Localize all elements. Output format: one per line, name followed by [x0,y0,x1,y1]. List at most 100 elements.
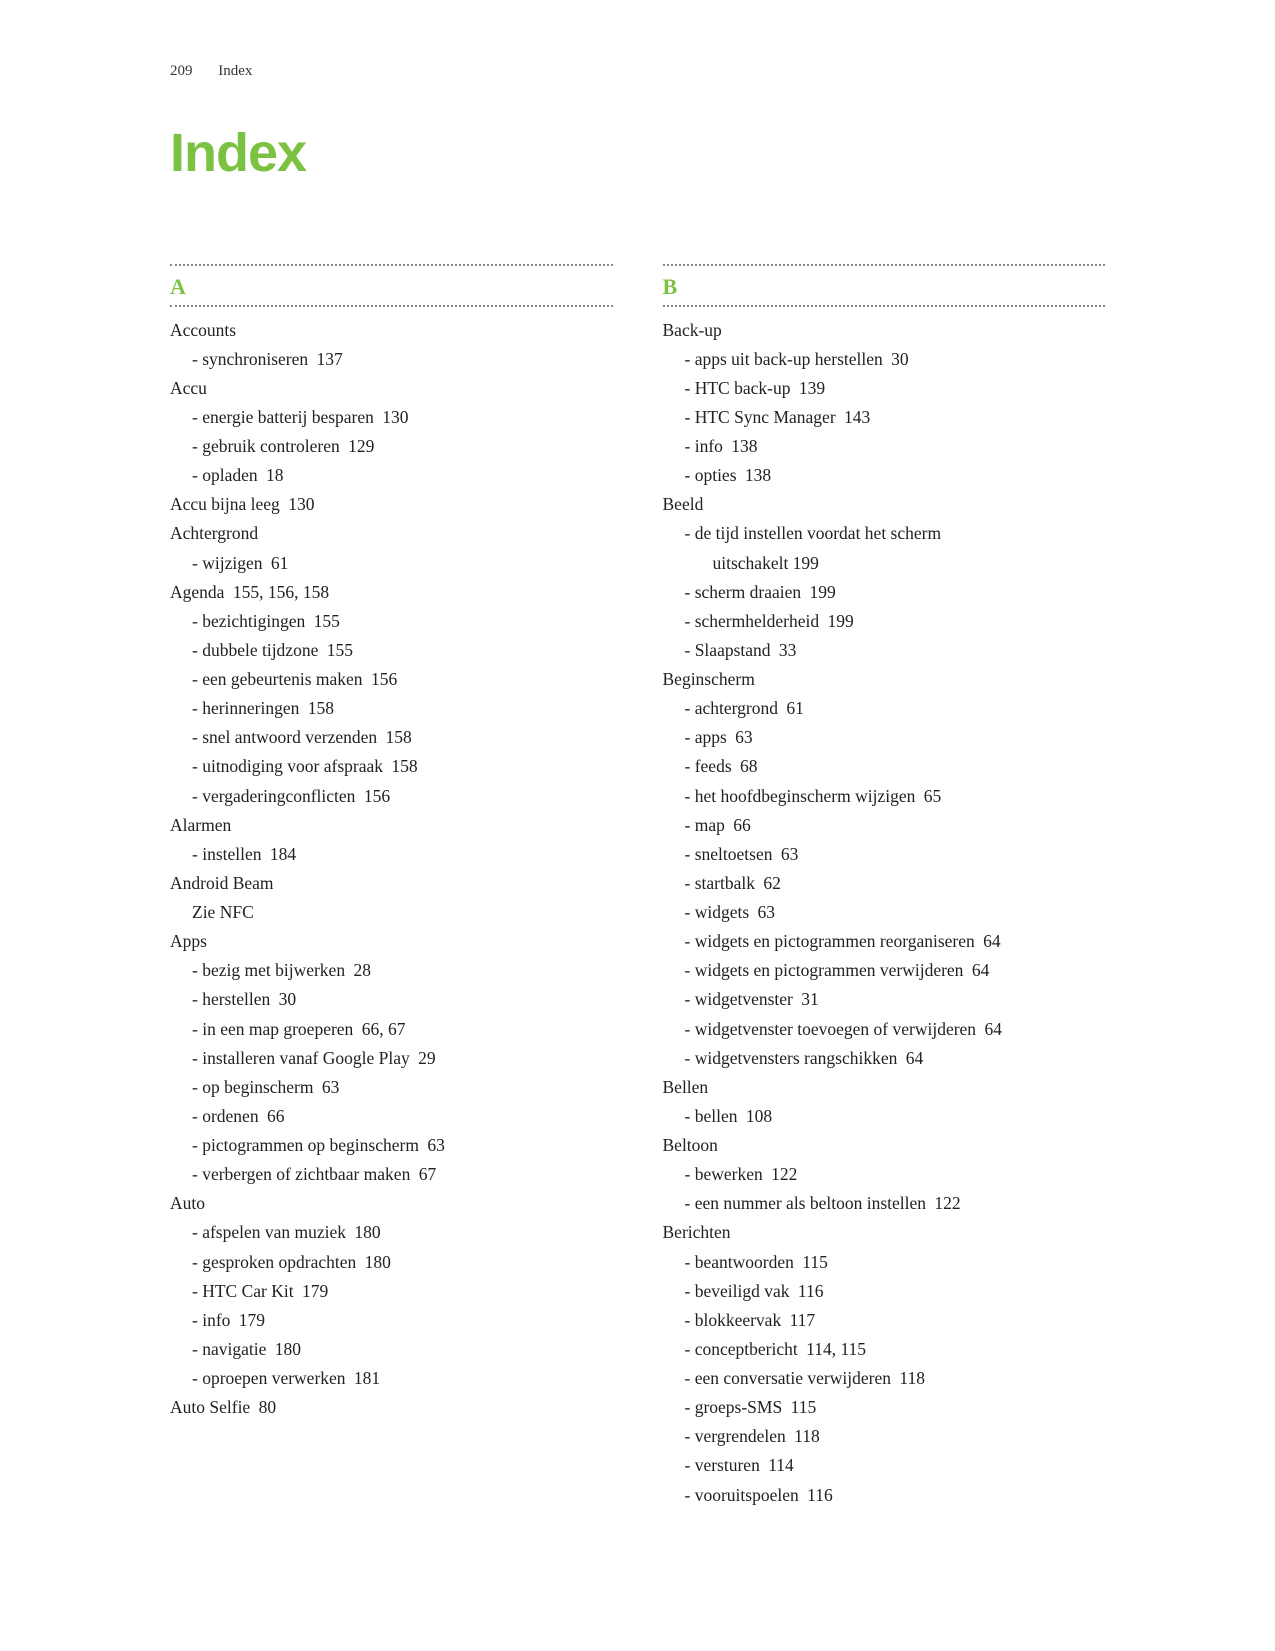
page-ref: 184 [266,844,297,864]
entry-text: oproepen verwerken [202,1368,345,1388]
page-ref: 114, 115 [802,1339,866,1359]
page-ref: 137 [312,349,343,369]
entry-text: bezig met bijwerken [202,960,345,980]
index-entry: Apps [170,928,613,955]
entry-text: een conversatie verwijderen [695,1368,891,1388]
entry-text: apps [695,727,727,747]
index-entry: Accu bijna leeg 130 [170,491,613,518]
entry-text: ordenen [202,1106,258,1126]
entry-text: Beginscherm [663,669,755,689]
page-ref: 130 [284,494,315,514]
entry-text: de tijd instellen voordat het scherm [695,523,941,543]
entry-text: HTC Car Kit [202,1281,293,1301]
page-ref: 117 [785,1310,815,1330]
index-entry: Auto Selfie 80 [170,1394,613,1421]
entry-text: herinneringen [202,698,299,718]
entry-text: vergaderingconflicten [202,786,355,806]
entry-text: Apps [170,931,207,951]
index-entry: ordenen 66 [184,1103,613,1130]
entry-text: vergrendelen [695,1426,786,1446]
index-entry: bellen 108 [677,1103,1106,1130]
index-entry: Agenda 155, 156, 158 [170,579,613,606]
page-ref: 116 [793,1281,823,1301]
index-entry: op beginscherm 63 [184,1074,613,1101]
page-ref: 158 [303,698,334,718]
page-ref: 18 [262,465,284,485]
page-ref: 30 [887,349,909,369]
index-entry: versturen 114 [677,1452,1106,1479]
entry-text: wijzigen [202,553,262,573]
page-ref: 80 [254,1397,276,1417]
index-entry: Accounts [170,317,613,344]
page-ref: 63 [423,1135,445,1155]
entry-text: installeren vanaf Google Play [202,1048,410,1068]
page-ref: 68 [736,756,758,776]
entry-text: achtergrond [695,698,778,718]
page-ref: 116 [803,1485,833,1505]
entry-text: bewerken [695,1164,763,1184]
letter-header: A [170,264,613,307]
index-entry: Beltoon [663,1132,1106,1159]
page-ref: 181 [350,1368,381,1388]
page-ref: 115 [798,1252,828,1272]
index-entry: info 138 [677,433,1106,460]
index-entry: Zie NFC [170,899,613,926]
page-ref: 62 [759,873,781,893]
entry-text: op beginscherm [202,1077,313,1097]
index-entry: feeds 68 [677,753,1106,780]
entry-text: schermhelderheid [695,611,819,631]
page-ref: 156 [359,786,390,806]
entry-text: instellen [202,844,261,864]
index-entry: bezig met bijwerken 28 [184,957,613,984]
page-ref: 118 [895,1368,925,1388]
index-entry: oproepen verwerken 181 [184,1365,613,1392]
page-ref: 143 [840,407,871,427]
index-entry: verbergen of zichtbaar maken 67 [184,1161,613,1188]
index-entry: installeren vanaf Google Play 29 [184,1045,613,1072]
page-header: 209 Index [170,60,1105,83]
index-entry: vergaderingconflicten 156 [184,783,613,810]
index-entry: synchroniseren 137 [184,346,613,373]
index-entry: afspelen van muziek 180 [184,1219,613,1246]
entry-text: Auto [170,1193,205,1213]
index-entry: herinneringen 158 [184,695,613,722]
page-ref: 179 [298,1281,329,1301]
page-ref: 28 [349,960,371,980]
entry-text: Beeld [663,494,704,514]
entry-text: een nummer als beltoon instellen [695,1193,926,1213]
entry-text: conceptbericht [695,1339,798,1359]
index-entry: scherm draaien 199 [677,579,1106,606]
index-entry: instellen 184 [184,841,613,868]
page-ref: 139 [794,378,825,398]
page-ref: 63 [318,1077,340,1097]
entry-text: Accounts [170,320,236,340]
page-ref: 129 [344,436,375,456]
index-columns: AAccountssynchroniseren 137Accuenergie b… [170,264,1105,1511]
letter-header: B [663,264,1106,307]
page-ref: 199 [823,611,854,631]
index-entry: gesproken opdrachten 180 [184,1249,613,1276]
entry-text: Agenda [170,582,224,602]
page-ref: 108 [741,1106,772,1126]
index-entry: schermhelderheid 199 [677,608,1106,635]
index-entry: widgets en pictogrammen reorganiseren 64 [677,928,1106,955]
index-entry: vergrendelen 118 [677,1423,1106,1450]
page-ref: 155 [309,611,340,631]
entry-text: navigatie [202,1339,266,1359]
index-entry: widgets en pictogrammen verwijderen 64 [677,957,1106,984]
entry-text: verbergen of zichtbaar maken [202,1164,410,1184]
entry-text: Back-up [663,320,722,340]
entry-text: beveiligd vak [695,1281,790,1301]
index-entry: widgetvenster toevoegen of verwijderen 6… [677,1016,1106,1043]
entry-text: bezichtigingen [202,611,305,631]
entry-text: een gebeurtenis maken [202,669,362,689]
page-ref: 122 [930,1193,961,1213]
entry-text: widgets [695,902,749,922]
page-ref: 63 [753,902,775,922]
index-entry: Berichten [663,1219,1106,1246]
index-entry: groeps-SMS 115 [677,1394,1106,1421]
page-ref: 31 [797,989,819,1009]
index-entry: Android Beam [170,870,613,897]
index-entry: Back-up [663,317,1106,344]
see-reference: Zie NFC [170,902,254,922]
